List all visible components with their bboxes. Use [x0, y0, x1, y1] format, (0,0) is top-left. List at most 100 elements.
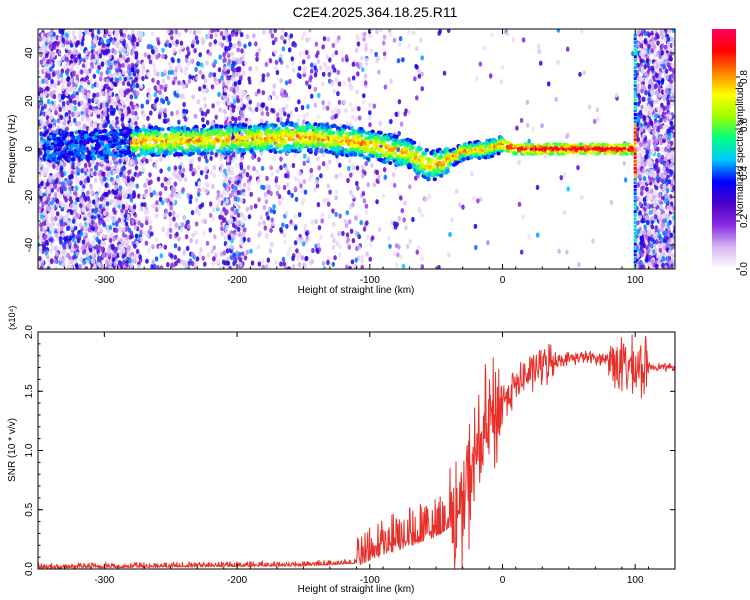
spectrogram-noise-cell: [166, 100, 171, 106]
spectrogram-noise-cell: [118, 190, 123, 196]
spectrogram-noise-cell: [76, 197, 81, 203]
spectrogram-noise-cell: [178, 169, 182, 176]
spectrogram-noise-cell: [85, 237, 89, 243]
spectrogram-noise-cell: [365, 251, 370, 257]
spectrogram-noise-cell: [263, 225, 268, 231]
spectrogram-noise-cell: [247, 186, 251, 192]
spectrogram-noise-cell: [55, 232, 59, 239]
spectrogram-noise-cell: [194, 230, 198, 236]
spectrogram-noise-cell: [216, 100, 220, 106]
spectrogram-noise-cell: [350, 163, 355, 169]
spectrogram-noise-cell: [62, 121, 67, 127]
spectrogram-noise-cell: [376, 55, 381, 62]
spectrogram-noise-cell: [68, 174, 72, 180]
spectrogram-noise-cell: [262, 220, 266, 226]
spectrogram-noise-cell: [229, 155, 233, 161]
spectrogram-noise-cell: [458, 202, 462, 208]
spectrogram-noise-cell: [225, 248, 230, 254]
spectrogram-noise-cell: [216, 29, 220, 33]
spectrogram-noise-cell: [274, 259, 278, 265]
spectrogram-noise-cell: [288, 78, 292, 85]
spectrogram-noise-cell: [270, 33, 275, 39]
spectrogram-noise-cell: [582, 70, 586, 76]
spectrogram-noise-cell: [98, 187, 102, 193]
spectrogram-noise-cell: [97, 171, 102, 177]
spectrogram-noise-cell: [124, 29, 129, 33]
spectrogram-noise-cell: [125, 235, 130, 241]
spectrogram-noise-cell: [104, 182, 108, 188]
spectrogram-noise-cell: [232, 256, 237, 262]
spectrogram-noise-cell: [115, 259, 119, 265]
spectrogram-noise-cell: [264, 199, 269, 205]
spectrogram-noise-cell: [223, 109, 227, 115]
spectrogram-noise-cell: [38, 160, 43, 166]
spectrogram-noise-cell: [302, 119, 306, 125]
spectrogram-noise-cell: [448, 231, 452, 238]
spectrogram-noise-cell: [110, 243, 115, 249]
spectrogram-noise-cell: [562, 210, 567, 216]
spectrogram-noise-cell: [580, 195, 584, 201]
spectrogram-noise-cell: [194, 238, 199, 245]
spectrogram-noise-cell: [293, 186, 298, 192]
spectrogram-noise-cell: [124, 192, 128, 198]
spectrogram-noise-cell: [149, 156, 153, 162]
spectrogram-noise-cell: [130, 172, 134, 178]
spectrogram-noise-cell: [194, 221, 199, 227]
spectrogram-noise-cell: [128, 188, 133, 194]
spectrogram-noise-cell: [297, 178, 301, 184]
spectrogram-noise-cell: [178, 164, 182, 171]
spectrogram-noise-cell: [288, 246, 292, 252]
spectrogram-noise-cell: [130, 62, 135, 68]
spectrogram-noise-cell: [105, 216, 109, 222]
spectrogram-noise-cell: [48, 184, 53, 190]
spectrogram-noise-cell: [93, 97, 98, 104]
spectrogram-noise-cell: [100, 61, 105, 67]
spectrogram-noise-cell: [74, 185, 79, 191]
spectrogram-noise-cell: [179, 40, 184, 46]
spectrogram-noise-cell: [154, 213, 159, 219]
spectrogram-noise-cell: [309, 62, 314, 68]
spectrogram-noise-cell: [88, 162, 92, 168]
spectrogram-noise-cell: [230, 103, 235, 109]
spectrogram-noise-cell: [73, 105, 77, 111]
spectrogram-noise-cell: [51, 71, 56, 78]
spectrogram-noise-cell: [85, 75, 89, 81]
spectrogram-noise-cell: [424, 196, 429, 202]
spectrogram-noise-cell: [187, 224, 191, 230]
spectrogram-noise-cell: [310, 258, 315, 264]
spectrogram-noise-cell: [282, 261, 287, 267]
spectrogram-noise-cell: [79, 256, 83, 262]
spectrogram-noise-cell: [327, 213, 332, 219]
spectrogram-noise-cell: [355, 180, 359, 187]
spectrogram-noise-cell: [320, 218, 325, 224]
spectrogram-noise-cell: [473, 223, 478, 229]
spectrogram-noise-cell: [212, 173, 217, 179]
spectrogram-noise-cell: [376, 179, 380, 185]
spectrogram-noise-cell: [413, 76, 417, 82]
spectrogram-noise-cell: [222, 182, 227, 188]
spectrogram-noise-cell: [382, 167, 387, 173]
spectrogram-noise-cell: [300, 200, 305, 207]
spectrogram-noise-cell: [201, 74, 205, 80]
spectrogram-noise-cell: [328, 189, 332, 195]
spectrogram-noise-cell: [42, 121, 47, 127]
spectrogram-noise-cell: [39, 131, 43, 137]
spectrogram-noise-cell: [117, 104, 122, 110]
spectrogram-noise-cell: [454, 188, 459, 194]
spectrogram-noise-cell: [254, 106, 259, 112]
spectrogram-noise-cell: [305, 230, 309, 237]
spectrogram-noise-cell: [52, 163, 56, 169]
spectrogram-noise-cell: [417, 68, 421, 74]
spectrogram-noise-cell: [42, 56, 46, 63]
spectrogram-noise-cell: [407, 109, 412, 115]
spectrogram-noise-cell: [134, 165, 139, 171]
spectrogram-noise-cell: [157, 52, 161, 58]
spectrogram-noise-cell: [40, 32, 45, 38]
spectrogram-noise-cell: [257, 88, 261, 94]
spectrogram-noise-cell: [58, 245, 62, 252]
spectrogram-noise-cell: [399, 121, 404, 127]
spectrogram-noise-cell: [316, 202, 321, 208]
spectrogram-noise-cell: [345, 232, 350, 238]
spectrogram-noise-cell: [146, 115, 150, 121]
spectrogram-noise-cell: [210, 120, 215, 126]
